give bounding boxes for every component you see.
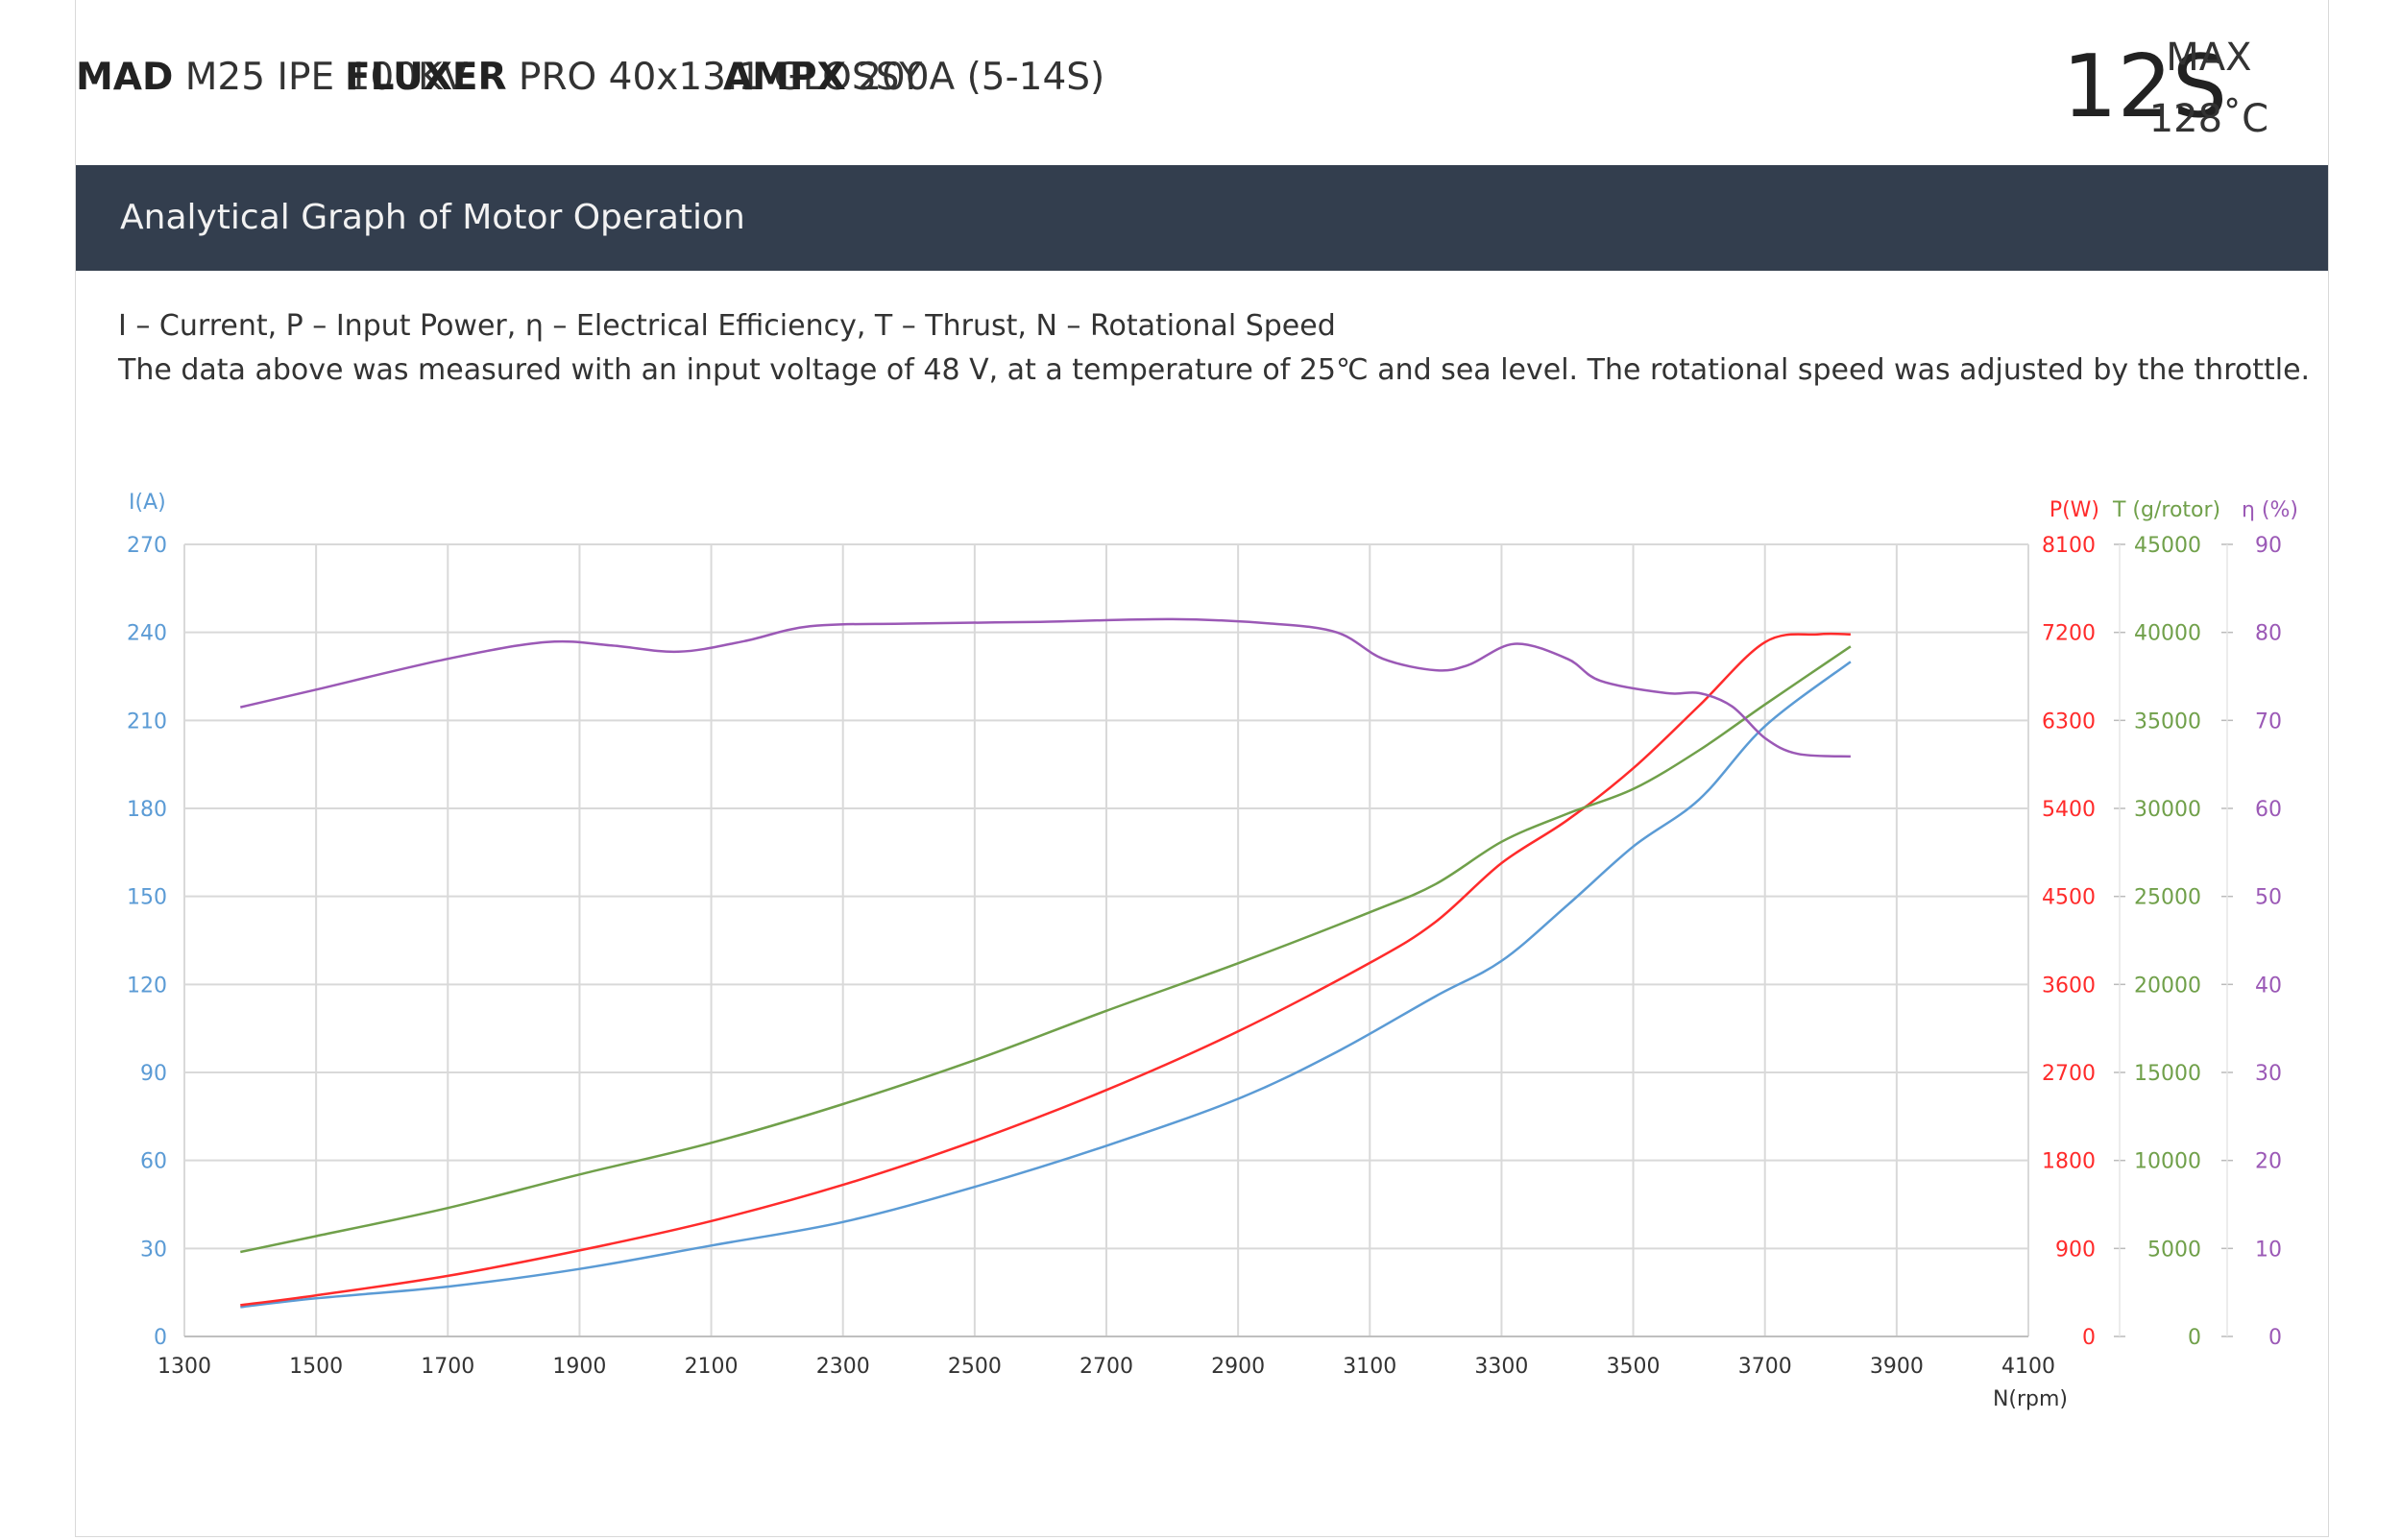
y-tick-label-current: 240 — [127, 622, 167, 646]
y-tick-label-power: 1800 — [2042, 1150, 2096, 1174]
y-tick-label-efficiency: 40 — [2255, 974, 2282, 998]
y-tick-label-thrust: 15000 — [2134, 1062, 2201, 1086]
y-tick-label-power: 8100 — [2042, 534, 2096, 558]
y-tick-label-efficiency: 70 — [2255, 710, 2282, 734]
x-tick-label: 1500 — [289, 1355, 343, 1379]
y-tick-label-power: 4500 — [2042, 886, 2096, 910]
prop-spec: FLUXER PRO 40x13.1 GLOSSY — [345, 56, 922, 99]
y-tick-label-current: 0 — [154, 1326, 167, 1350]
series-line-current — [240, 661, 1852, 1309]
motor-model: M25 IPE 100KV — [184, 56, 469, 99]
y-tick-label-current: 90 — [140, 1062, 167, 1086]
motor-spec: MAD M25 IPE 100KV — [76, 56, 468, 99]
x-tick-label: 2300 — [816, 1355, 870, 1379]
x-tick-label: 3300 — [1474, 1355, 1528, 1379]
prop-model: PRO 40x13.1 GLOSSY — [518, 56, 923, 99]
y-tick-label-power: 2700 — [2042, 1062, 2096, 1086]
x-tick-label: 3100 — [1343, 1355, 1396, 1379]
y-tick-label-power: 7200 — [2042, 622, 2096, 646]
y-tick-label-thrust: 45000 — [2134, 534, 2201, 558]
x-tick-label: 3900 — [1870, 1355, 1924, 1379]
series-line-thrust — [240, 645, 1852, 1254]
header: MAD M25 IPE 100KV FLUXER PRO 40x13.1 GLO… — [76, 0, 2328, 165]
motor-brand: MAD — [76, 56, 174, 99]
y-tick-label-thrust: 0 — [2188, 1326, 2201, 1350]
x-tick-label: 1700 — [421, 1355, 474, 1379]
y-tick-label-thrust: 5000 — [2147, 1238, 2201, 1262]
x-tick-label: 2100 — [685, 1355, 739, 1379]
esc-model: 200A (5-14S) — [858, 56, 1105, 99]
measurement-note: The data above was measured with an inpu… — [118, 353, 2311, 387]
y-tick-label-power: 6300 — [2042, 710, 2096, 734]
y-axis-label-power: P(W) — [2049, 498, 2099, 522]
y-tick-label-efficiency: 10 — [2255, 1238, 2282, 1262]
y-tick-label-efficiency: 60 — [2255, 798, 2282, 822]
y-tick-label-efficiency: 50 — [2255, 886, 2282, 910]
y-tick-label-thrust: 10000 — [2134, 1150, 2201, 1174]
y-tick-label-efficiency: 30 — [2255, 1062, 2282, 1086]
section-header-bar: Analytical Graph of Motor Operation — [76, 165, 2328, 271]
y-tick-label-thrust: 35000 — [2134, 710, 2201, 734]
y-tick-label-current: 150 — [127, 886, 167, 910]
legend-description: I – Current, P – Input Power, η – Electr… — [118, 309, 1336, 343]
x-tick-label: 2700 — [1079, 1355, 1133, 1379]
y-tick-label-efficiency: 20 — [2255, 1150, 2282, 1174]
x-tick-label: 3700 — [1738, 1355, 1792, 1379]
series-line-efficiency — [240, 617, 1851, 758]
y-tick-label-thrust: 30000 — [2134, 798, 2201, 822]
prop-brand: FLUXER — [345, 56, 507, 99]
y-tick-label-current: 180 — [127, 798, 167, 822]
y-tick-label-thrust: 20000 — [2134, 974, 2201, 998]
x-tick-label: 3500 — [1607, 1355, 1661, 1379]
x-tick-label: 1300 — [158, 1355, 211, 1379]
y-axis-label-thrust: T (g/rotor) — [2112, 498, 2220, 522]
y-axis-label-current: I(A) — [129, 491, 166, 515]
max-temperature: MAX 128˚C — [2149, 27, 2268, 150]
section-title: Analytical Graph of Motor Operation — [120, 198, 745, 237]
cell-count: 12S — [2062, 36, 2227, 137]
y-tick-label-thrust: 40000 — [2134, 622, 2201, 646]
x-tick-label: 2900 — [1211, 1355, 1265, 1379]
y-tick-label-efficiency: 80 — [2255, 622, 2282, 646]
y-tick-label-power: 3600 — [2042, 974, 2096, 998]
y-tick-label-current: 30 — [140, 1238, 167, 1262]
esc-spec: AMPX 200A (5-14S) — [723, 56, 1104, 99]
y-tick-label-current: 270 — [127, 534, 167, 558]
y-tick-label-current: 60 — [140, 1150, 167, 1174]
y-tick-label-power: 5400 — [2042, 798, 2096, 822]
y-tick-label-efficiency: 0 — [2268, 1326, 2282, 1350]
y-tick-label-thrust: 25000 — [2134, 886, 2201, 910]
esc-brand: AMPX — [723, 56, 846, 99]
x-tick-label: 1900 — [552, 1355, 606, 1379]
y-tick-label-current: 120 — [127, 974, 167, 998]
x-tick-label: 2500 — [948, 1355, 1002, 1379]
y-tick-label-power: 0 — [2082, 1326, 2096, 1350]
max-label: MAX — [2166, 36, 2252, 80]
y-axis-label-efficiency: η (%) — [2242, 498, 2298, 522]
x-tick-label: 4100 — [2001, 1355, 2055, 1379]
y-tick-label-current: 210 — [127, 710, 167, 734]
x-axis-label: N(rpm) — [1993, 1387, 2068, 1411]
y-tick-label-efficiency: 90 — [2255, 534, 2282, 558]
max-temp-value: 128˚C — [2148, 97, 2268, 141]
y-tick-label-power: 900 — [2055, 1238, 2096, 1262]
spec-card: MAD M25 IPE 100KV FLUXER PRO 40x13.1 GLO… — [75, 0, 2329, 1537]
series-line-power — [240, 632, 1851, 1307]
